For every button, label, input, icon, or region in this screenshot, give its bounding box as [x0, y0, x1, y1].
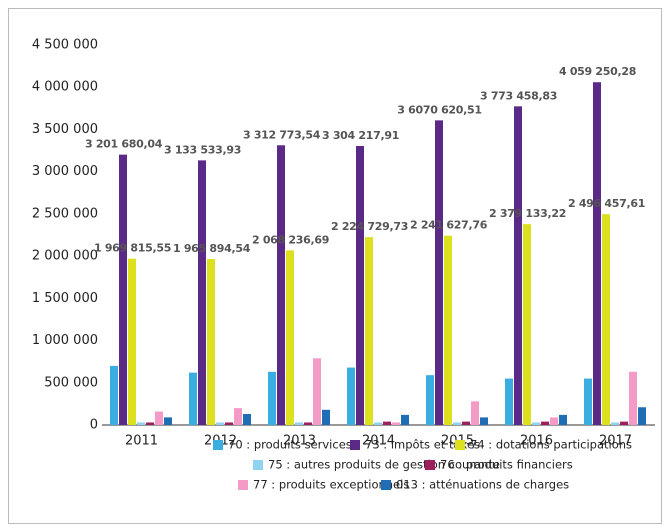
- bar: [268, 371, 276, 425]
- bar: [532, 422, 540, 425]
- bar: [286, 250, 294, 425]
- y-tick-label: 4 000 000: [32, 80, 98, 95]
- legend-swatch: [213, 440, 223, 450]
- bar: [189, 372, 197, 425]
- bar: [523, 224, 531, 425]
- bar: [505, 378, 513, 425]
- y-tick-label: 3 000 000: [32, 164, 98, 179]
- bar: [611, 422, 619, 425]
- legend-label: 013 : atténuations de charges: [396, 478, 569, 492]
- bar: [207, 258, 215, 425]
- bar: [322, 409, 330, 425]
- bar: [638, 407, 646, 425]
- value-label: 3 773 458,83: [480, 89, 557, 102]
- legend-label: 74 : dotations participations: [470, 438, 632, 452]
- value-label: 3 133 533,93: [164, 143, 241, 156]
- legend-swatch: [381, 480, 391, 490]
- bar: [620, 421, 628, 425]
- bar: [462, 421, 470, 425]
- bar: [514, 106, 522, 426]
- bar: [304, 422, 312, 425]
- legend-swatch: [253, 460, 263, 470]
- y-tick-label: 0: [90, 418, 98, 433]
- bar: [392, 422, 400, 425]
- x-tick-label: 2013: [283, 434, 316, 449]
- bar: [119, 154, 127, 425]
- x-tick-label: 2016: [520, 434, 553, 449]
- bar: [365, 237, 373, 425]
- value-label: 3 304 217,91: [322, 129, 399, 142]
- legend-swatch: [425, 460, 435, 470]
- bar: [128, 258, 136, 425]
- y-tick-label: 1 500 000: [32, 291, 98, 306]
- y-tick-label: 500 000: [44, 375, 98, 390]
- bar: [234, 408, 242, 425]
- bar: [137, 422, 145, 425]
- bar: [426, 375, 434, 425]
- legend-label: 76 : produits financiers: [440, 458, 573, 472]
- bar: [629, 371, 637, 425]
- bar: [401, 414, 409, 425]
- bar: [383, 421, 391, 425]
- value-label: 3 312 773,54: [243, 128, 321, 141]
- y-tick-label: 2 000 000: [32, 249, 98, 264]
- bar: [480, 417, 488, 425]
- bar: [471, 401, 479, 425]
- bar: [550, 417, 558, 425]
- bar: [216, 422, 224, 425]
- bar: [602, 214, 610, 425]
- bar: [313, 358, 321, 425]
- bar: [444, 235, 452, 425]
- chart-frame: [8, 8, 662, 524]
- value-label: 2 068 236,69: [252, 233, 329, 246]
- value-label: 4 059 250,28: [559, 65, 636, 78]
- bar: [146, 422, 154, 425]
- value-label: 2 224 729,73: [331, 220, 408, 233]
- legend-swatch: [350, 440, 360, 450]
- bar: [198, 160, 206, 425]
- x-tick-label: 2017: [599, 434, 632, 449]
- bar: [593, 82, 601, 425]
- bar: [559, 414, 567, 425]
- value-label: 1 969 815,55: [94, 242, 171, 255]
- y-tick-label: 3 500 000: [32, 122, 98, 137]
- value-label: 2 241 627,76: [410, 219, 488, 232]
- legend-swatch: [455, 440, 465, 450]
- y-tick-label: 4 500 000: [32, 38, 98, 53]
- bar: [164, 417, 172, 425]
- bar: [277, 145, 285, 425]
- bar: [155, 411, 163, 425]
- x-tick-label: 2011: [125, 434, 158, 449]
- bar: [435, 120, 443, 425]
- bar: [584, 378, 592, 425]
- legend-label: 70 : produits services: [228, 438, 352, 452]
- y-tick-label: 2 500 000: [32, 206, 98, 221]
- value-label: 1 965 894,54: [173, 242, 251, 255]
- value-label: 2 379 133,22: [489, 207, 566, 220]
- x-tick-label: 2014: [362, 434, 395, 449]
- bar: [453, 422, 461, 425]
- value-label: 2 496 457,61: [568, 197, 645, 210]
- legend-label: 75 : autres produits de gestion courante: [268, 458, 500, 472]
- legend-label: 73 : impôts et taxes: [365, 438, 480, 452]
- legend-swatch: [238, 480, 248, 490]
- y-tick-label: 1 000 000: [32, 333, 98, 348]
- value-label: 3 201 680,04: [85, 138, 163, 151]
- bar: [347, 367, 355, 425]
- bar: [225, 422, 233, 425]
- bar: [374, 422, 382, 425]
- legend-label: 77 : produits exceptionnels: [253, 478, 409, 492]
- bar: [243, 414, 251, 425]
- value-label: 3 6070 620,51: [397, 103, 481, 116]
- bar: [295, 422, 303, 425]
- bar: [541, 421, 549, 425]
- bar: [356, 145, 364, 425]
- bar: [110, 365, 118, 425]
